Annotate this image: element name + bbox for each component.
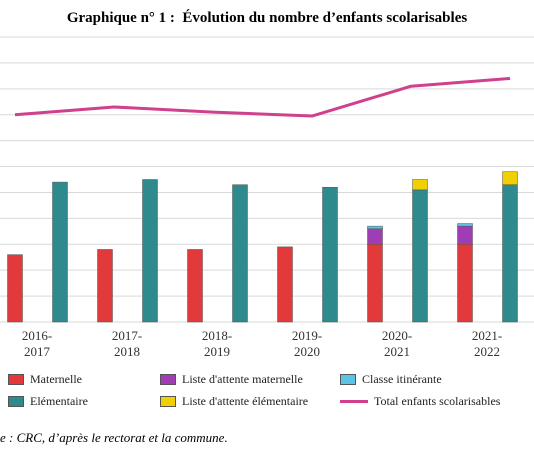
x-tick-label: 2016- 2017 — [21, 328, 53, 359]
legend-entry: Maternelle — [8, 372, 82, 387]
x-tick-label: 2019- 2020 — [291, 328, 323, 359]
bar — [367, 225, 383, 229]
x-tick-label: 2017- 2018 — [111, 328, 143, 359]
x-tick-label: 2018- 2019 — [201, 328, 233, 359]
bar — [232, 184, 248, 323]
legend-swatch — [8, 374, 24, 385]
legend-swatch — [160, 396, 176, 407]
legend-entry: Liste d'attente élémentaire — [160, 394, 308, 409]
legend-label: Liste d'attente maternelle — [182, 372, 303, 386]
bar — [457, 223, 473, 227]
x-tick-label: 2020- 2021 — [381, 328, 413, 359]
bar — [457, 244, 473, 323]
source-note: e : CRC, d’après le rectorat et la commu… — [0, 430, 228, 445]
bar — [502, 184, 518, 323]
legend-label: Classe itinérante — [362, 372, 442, 386]
bar — [367, 228, 383, 245]
legend-label: Elémentaire — [30, 394, 88, 408]
bar — [367, 244, 383, 323]
x-tick-label: 2021- 2022 — [471, 328, 503, 359]
bar — [52, 181, 68, 323]
legend-entry: Liste d'attente maternelle — [160, 372, 303, 387]
bar — [502, 171, 518, 185]
legend-label: Maternelle — [30, 372, 82, 386]
legend-swatch — [340, 374, 356, 385]
legend-entry: Elémentaire — [8, 394, 88, 409]
bar — [277, 246, 293, 323]
bar — [412, 189, 428, 323]
legend-label: Liste d'attente élémentaire — [182, 394, 309, 408]
bar — [7, 254, 23, 323]
chart-title: Graphique n° 1 : Évolution du nombre d’e… — [66, 10, 468, 26]
plot — [0, 36, 534, 323]
legend-swatch — [340, 400, 368, 403]
bar — [457, 225, 473, 245]
legend-entry: Classe itinérante — [340, 372, 442, 387]
legend-entry: Total enfants scolarisables — [340, 394, 500, 409]
legend-swatch — [8, 396, 24, 407]
bar — [142, 179, 158, 323]
legend-swatch — [160, 374, 176, 385]
bar — [412, 179, 428, 191]
bar — [97, 249, 113, 323]
line — [14, 76, 511, 118]
bar — [187, 249, 203, 323]
bar — [322, 187, 338, 323]
legend-label: Total enfants scolarisables — [374, 394, 501, 408]
